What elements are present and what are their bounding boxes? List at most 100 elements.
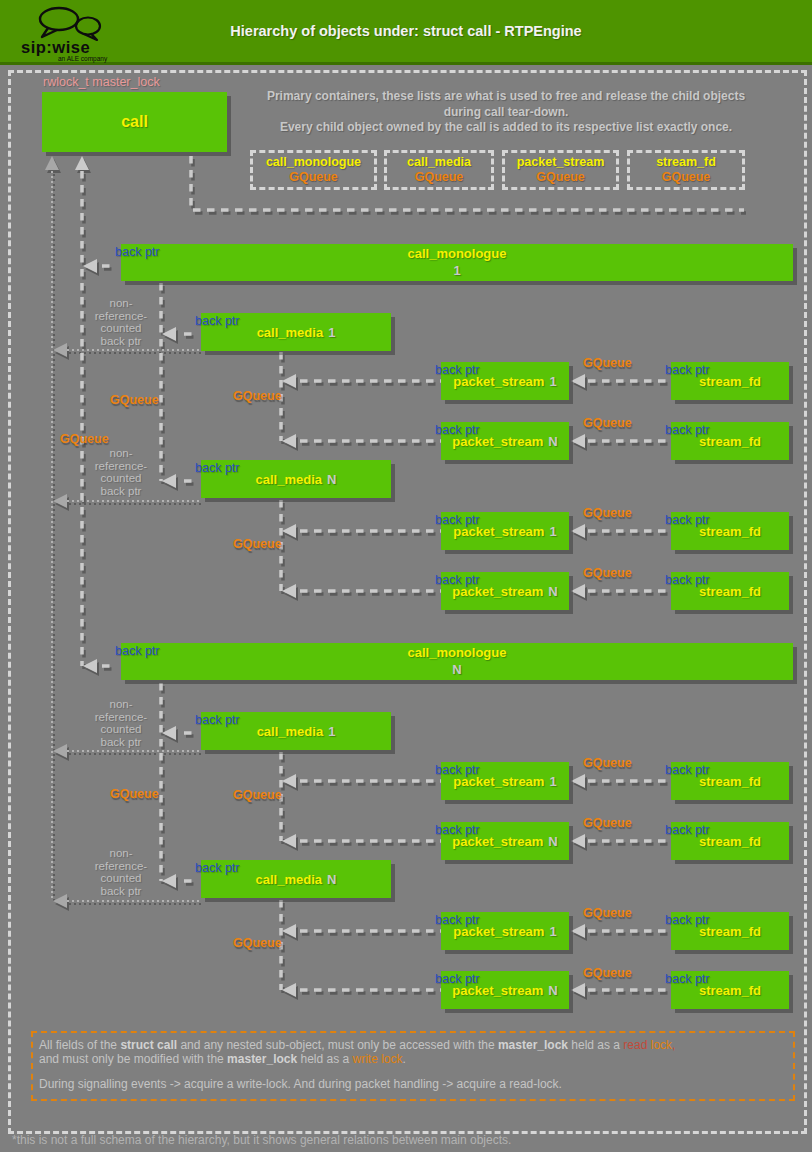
container-type: GQueue [630,170,742,185]
non-ref-label-line: non- [81,447,161,460]
node-number: 1 [549,524,556,539]
node-title: call_media [256,472,323,487]
non-ref-label-line: counted [81,872,161,885]
container-type: GQueue [387,170,491,185]
node-title: call_monologue [408,246,507,263]
node-number: N [327,872,336,887]
locking-note-segment: and any nested sub-object, must only be … [177,1038,498,1052]
locking-note-segment: All fields of the [39,1038,120,1052]
non-ref-label-line: back ptr [81,335,161,348]
gqueue-label: GQueue [583,756,632,770]
back-ptr-label: back ptr [665,913,709,927]
intro-text: Primary containers, these lists are what… [253,89,759,136]
back-ptr-label: back ptr [665,513,709,527]
gqueue-label: GQueue [60,432,109,446]
non-ref-counted-label: non-reference-countedback ptr [81,847,161,897]
container-type: GQueue [253,170,374,185]
node-call: call [42,92,227,152]
gqueue-label: GQueue [110,787,159,801]
container-title: call_monologue [253,154,374,170]
gqueue-container-call_media: call_mediaGQueue [384,150,494,190]
intro-line: during call tear-down. [253,105,759,121]
node-number: 1 [549,774,556,789]
locking-note-segment: read [623,1038,647,1052]
locking-note-segment: master_lock [227,1052,297,1066]
gqueue-label: GQueue [583,966,632,980]
gqueue-label: GQueue [583,506,632,520]
locking-note-segment: held as a [297,1052,352,1066]
node-number: N [452,662,461,679]
locking-note-segment: struct call [120,1038,177,1052]
non-ref-label-line: counted [81,472,161,485]
back-ptr-label: back ptr [665,363,709,377]
back-ptr-label: back ptr [665,972,709,986]
node-call_monologue-N: call_monologueN [121,643,793,680]
locking-note-segment: write lock [353,1052,403,1066]
non-ref-counted-label: non-reference-countedback ptr [81,447,161,497]
node-number: 1 [549,924,556,939]
locking-note-box: All fields of the struct call and any ne… [31,1031,795,1101]
back-ptr-label: back ptr [435,913,479,927]
back-ptr-label: back ptr [195,314,239,328]
back-ptr-label: back ptr [435,423,479,437]
locking-note-line: and must only be modified with the maste… [39,1053,787,1067]
diagram-page: sip:wise an ALE company Hierarchy of obj… [0,0,812,1152]
container-title: packet_stream [505,154,616,170]
rwlock-label: rwlock_t master_lock [43,75,160,89]
locking-note-line: During signalling events -> acquire a wr… [39,1078,787,1092]
non-ref-label-line: reference- [81,310,161,323]
non-ref-counted-label: non-reference-countedback ptr [81,297,161,347]
node-number: N [327,472,336,487]
intro-line: Every child object owned by the call is … [253,120,759,136]
intro-line: Primary containers, these lists are what… [253,89,759,105]
gqueue-label: GQueue [583,816,632,830]
back-ptr-label: back ptr [435,972,479,986]
gqueue-container-call_monologue: call_monologueGQueue [250,150,377,190]
gqueue-label: GQueue [583,356,632,370]
back-ptr-label: back ptr [195,861,239,875]
gqueue-label: GQueue [233,389,282,403]
gqueue-label: GQueue [233,936,282,950]
gqueue-label: GQueue [583,566,632,580]
bottom-note: *this is not a full schema of the hierar… [12,1133,511,1147]
back-ptr-label: back ptr [665,763,709,777]
back-ptr-label: back ptr [665,823,709,837]
node-number: 1 [549,374,556,389]
back-ptr-label: back ptr [195,461,239,475]
locking-note-segment: During signalling events -> acquire a wr… [39,1077,562,1091]
non-ref-label-line: back ptr [81,885,161,898]
node-number: 1 [453,263,460,280]
gqueue-label: GQueue [583,906,632,920]
locking-note-segment: lock [647,1038,672,1052]
back-ptr-label: back ptr [435,573,479,587]
back-ptr-label: back ptr [665,423,709,437]
gqueue-label: GQueue [110,393,159,407]
back-ptr-label: back ptr [435,363,479,377]
node-title: call [121,113,148,131]
gqueue-label: GQueue [583,416,632,430]
back-ptr-label: back ptr [435,823,479,837]
back-ptr-label: back ptr [195,713,239,727]
back-ptr-label: back ptr [665,573,709,587]
locking-note-segment: . [403,1052,406,1066]
node-title: call_media [257,325,324,340]
back-ptr-label: back ptr [115,245,159,259]
node-number: N [548,834,557,849]
non-ref-label-line: counted [81,322,161,335]
node-number: N [548,434,557,449]
non-ref-label-line: reference- [81,711,161,724]
node-number: 1 [328,325,335,340]
gqueue-label: GQueue [233,537,282,551]
non-ref-label-line: back ptr [81,736,161,749]
locking-note-segment: master_lock [498,1038,568,1052]
non-ref-counted-label: non-reference-countedback ptr [81,698,161,748]
non-ref-label-line: counted [81,723,161,736]
locking-note-segment: and must only be modified with the [39,1052,227,1066]
container-title: call_media [387,154,491,170]
container-type: GQueue [505,170,616,185]
node-title: call_media [257,724,324,739]
non-ref-label-line: reference- [81,860,161,873]
back-ptr-label: back ptr [115,644,159,658]
non-ref-label-line: back ptr [81,485,161,498]
node-number: N [548,983,557,998]
